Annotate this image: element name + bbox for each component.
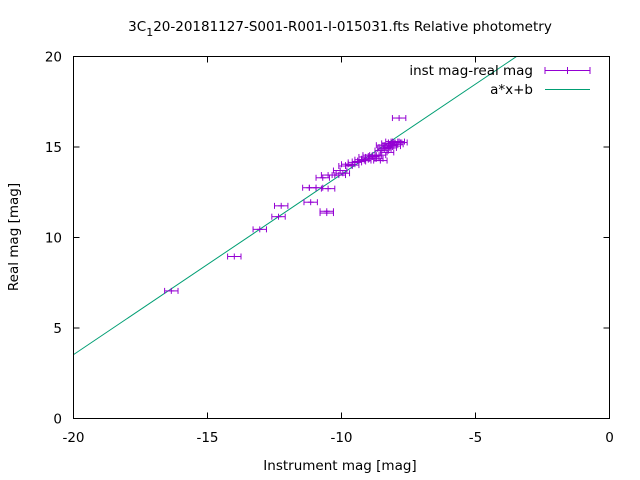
data-point-series [164,115,408,294]
chart-title-subscript: 1 [146,26,153,39]
x-tick-label: -5 [469,430,482,446]
chart-title: 3C120-20181127-S001-R001-I-015031.fts Re… [128,19,552,39]
data-point [227,253,242,260]
x-tick-label: -15 [196,430,218,446]
y-tick-label: 20 [45,50,62,66]
y-tick-label: 10 [45,231,62,247]
x-tick-label: -20 [62,430,84,446]
plot-frame [73,56,610,419]
x-tick-label: 0 [605,430,614,446]
data-point [164,287,179,294]
data-point [373,157,388,164]
legend: inst mag-real mag a*x+b [409,63,591,98]
data-point [379,149,395,156]
x-axis-label: Instrument mag [mag] [263,458,416,474]
data-point [320,185,336,192]
data-point [274,202,289,209]
chart-title-prefix: 3C [128,19,146,35]
data-point [252,226,267,233]
data-point [315,174,330,181]
legend-key [544,67,591,74]
y-tick-label: 15 [45,140,62,156]
fit-line [73,56,517,356]
legend-label: a*x+b [490,82,533,98]
chart-title-suffix: 20-20181127-S001-R001-I-015031.fts Relat… [153,19,552,35]
data-point [335,170,351,177]
fit-line-series [73,56,517,356]
data-point [332,167,348,174]
y-tick-label: 0 [53,412,62,428]
data-point [319,210,334,217]
axis-ticks: -20 -15 -10 -5 0 0 5 10 15 20 [45,50,614,447]
y-tick-label: 5 [53,321,62,337]
data-point [308,184,324,191]
data-point [303,199,318,206]
data-point [393,139,408,146]
data-point [367,153,383,160]
y-axis-label: Real mag [mag] [6,183,22,291]
data-point [377,145,392,152]
data-point [391,115,407,122]
data-point [371,152,387,159]
x-tick-label: -10 [330,430,352,446]
data-point [271,213,286,220]
legend-label: inst mag-real mag [409,63,533,79]
